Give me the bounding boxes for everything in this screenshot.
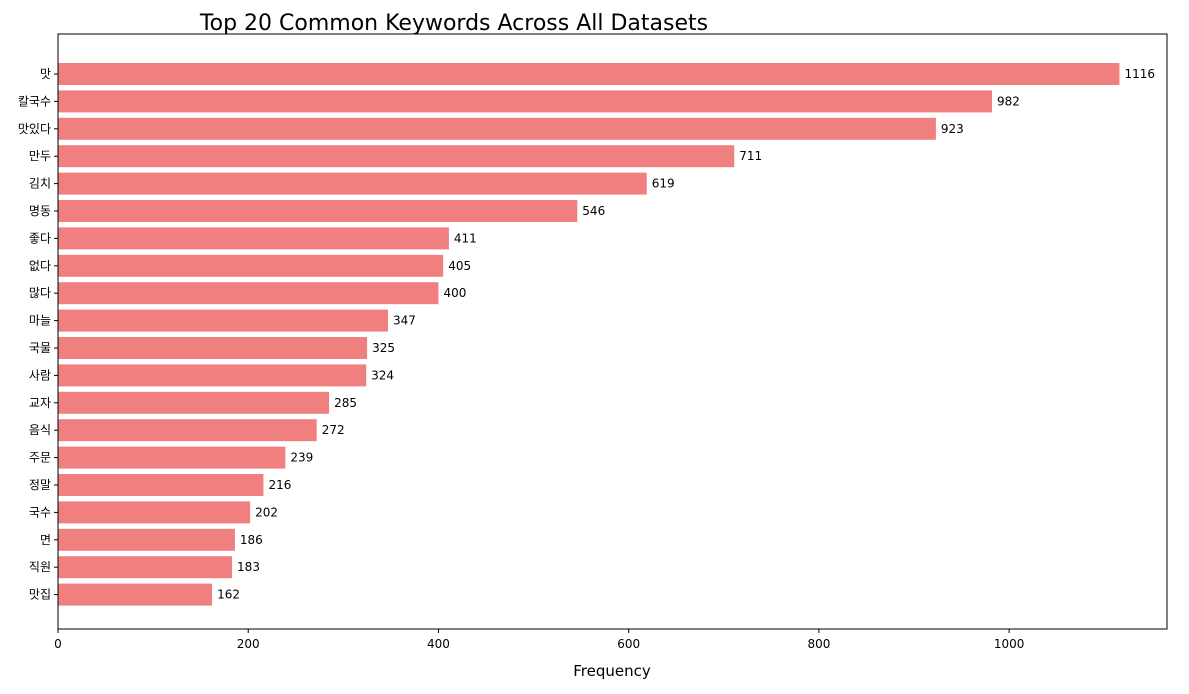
plot-frame <box>57 33 1168 630</box>
data-label: 982 <box>997 94 1020 108</box>
data-label: 400 <box>443 286 466 300</box>
data-label: 272 <box>322 423 345 437</box>
data-label: 347 <box>393 314 416 328</box>
y-tick-label: 음식 <box>29 423 51 437</box>
data-label: 285 <box>334 396 357 410</box>
bar <box>58 474 264 496</box>
bar <box>58 117 936 140</box>
y-tick-label: 마늘 <box>29 314 51 328</box>
y-tick-label: 국수 <box>29 505 51 519</box>
bar <box>58 200 578 222</box>
bar <box>58 337 368 359</box>
y-tick-label: 직원 <box>29 560 51 574</box>
y-tick-label: 칼국수 <box>18 94 51 108</box>
x-axis: 0 200 400 600 800 1000 <box>54 629 1024 651</box>
data-label: 186 <box>240 533 263 547</box>
y-tick-label: 맛집 <box>29 588 51 602</box>
bar <box>58 528 235 551</box>
data-label: 411 <box>454 231 477 245</box>
bar <box>58 419 317 442</box>
data-label: 324 <box>371 368 394 382</box>
bar <box>58 282 439 305</box>
x-tick-label: 400 <box>427 637 450 651</box>
bar <box>58 309 389 332</box>
bar <box>58 364 367 387</box>
y-tick-label: 국물 <box>29 341 51 355</box>
bar <box>58 145 735 168</box>
x-tick-label: 1000 <box>994 637 1025 651</box>
data-label: 546 <box>582 204 605 218</box>
data-label: 711 <box>739 149 762 163</box>
bar <box>58 63 1120 85</box>
data-label: 183 <box>237 560 260 574</box>
y-tick-label: 만두 <box>29 149 51 163</box>
bar <box>58 446 286 469</box>
chart-title: Top 20 Common Keywords Across All Datase… <box>199 11 708 36</box>
bar <box>58 227 449 250</box>
y-tick-label: 좋다 <box>29 231 51 245</box>
x-axis-label: Frequency <box>573 662 651 680</box>
data-label: 202 <box>255 505 278 519</box>
x-tick-label: 0 <box>54 637 62 651</box>
y-tick-label: 많다 <box>29 286 51 300</box>
y-tick-label: 주문 <box>29 451 51 465</box>
y-tick-label: 사람 <box>29 368 51 382</box>
y-tick-label: 면 <box>40 533 51 547</box>
data-label: 1116 <box>1124 67 1155 81</box>
y-tick-label: 없다 <box>29 259 51 273</box>
data-label: 239 <box>290 451 313 465</box>
plot-area: 1116 982 923 711 619 546 411 405 400 347 325 324 285… <box>58 63 1155 606</box>
data-label: 405 <box>448 259 471 273</box>
y-tick-label: 맛 <box>40 67 51 81</box>
x-tick-label: 800 <box>807 637 830 651</box>
x-tick-label: 200 <box>237 637 260 651</box>
bar <box>58 391 330 414</box>
y-tick-label: 교자 <box>29 396 51 410</box>
bar <box>58 556 233 579</box>
bar <box>58 583 213 606</box>
bar <box>58 501 251 524</box>
data-label: 216 <box>268 478 291 492</box>
y-tick-label: 명동 <box>29 204 51 218</box>
x-tick-label: 600 <box>617 637 640 651</box>
bar <box>58 254 444 277</box>
data-label: 923 <box>941 122 964 136</box>
y-tick-label: 김치 <box>29 177 51 191</box>
y-tick-label: 정말 <box>29 478 51 492</box>
y-tick-label: 맛있다 <box>18 122 51 136</box>
data-label: 162 <box>217 588 240 602</box>
bar <box>58 172 647 195</box>
data-label: 325 <box>372 341 395 355</box>
bar <box>58 90 992 113</box>
data-label: 619 <box>652 177 675 191</box>
